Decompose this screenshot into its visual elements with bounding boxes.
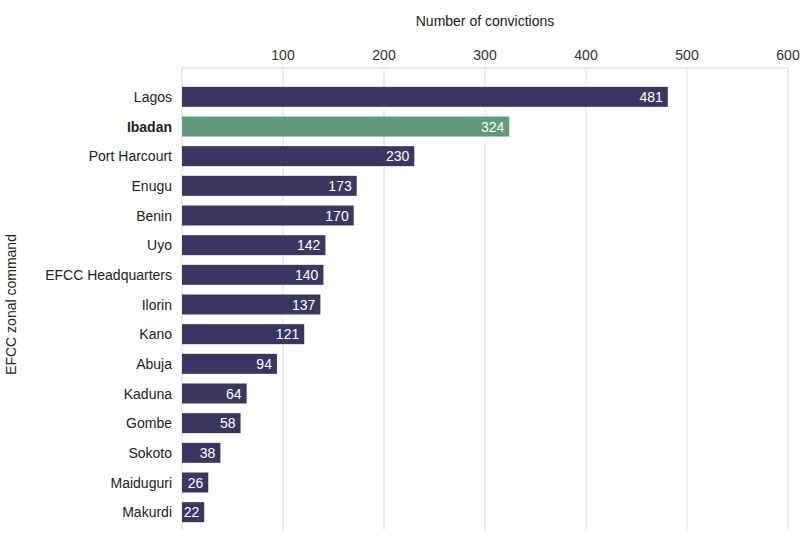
category-label: Ibadan [127, 119, 172, 135]
tick-label: 300 [473, 47, 497, 63]
bar [182, 295, 320, 315]
data-label: 58 [220, 415, 236, 431]
category-label: Lagos [134, 89, 172, 105]
data-label: 94 [256, 356, 272, 372]
grid-line [687, 68, 688, 530]
bar [182, 206, 354, 226]
category-label: Kaduna [124, 386, 172, 402]
data-label: 230 [386, 148, 410, 164]
bar [182, 146, 414, 166]
grid-line [485, 68, 486, 530]
data-label: 140 [295, 267, 319, 283]
grid-line [586, 68, 587, 530]
bar [182, 235, 325, 255]
data-label: 481 [639, 89, 663, 105]
bar [182, 473, 208, 493]
bar [182, 413, 241, 433]
tick-label: 500 [675, 47, 699, 63]
category-label: Uyo [147, 237, 172, 253]
category-label: Sokoto [128, 445, 172, 461]
data-label: 64 [226, 386, 242, 402]
category-label: EFCC Headquarters [45, 267, 172, 283]
category-label: Maiduguri [111, 475, 172, 491]
y-axis-label: EFCC zonal command [3, 234, 19, 375]
bar [182, 384, 247, 404]
category-label: Gombe [126, 415, 172, 431]
data-label: 26 [188, 475, 204, 491]
data-label: 22 [184, 504, 200, 520]
data-label: 170 [325, 208, 349, 224]
x-axis-label: Number of convictions [416, 13, 555, 29]
tick-label: 100 [271, 47, 295, 63]
category-label: Benin [136, 208, 172, 224]
grid-line [384, 68, 385, 530]
grid-line [788, 68, 789, 530]
tick-label: 200 [372, 47, 396, 63]
bar [182, 354, 277, 374]
bar [182, 443, 220, 463]
bar [182, 265, 323, 285]
data-label: 142 [297, 237, 321, 253]
data-label: 121 [276, 326, 300, 342]
category-label: Ilorin [142, 297, 172, 313]
category-label: Kano [139, 326, 172, 342]
chart: 100 200 300 400 500 600 Number of convictions E… [0, 0, 810, 536]
category-label: Enugu [132, 178, 172, 194]
bars [182, 87, 668, 522]
bar [182, 324, 304, 344]
category-label: Port Harcourt [89, 148, 172, 164]
bar [182, 176, 357, 196]
bar [182, 502, 204, 522]
data-label: 173 [328, 178, 352, 194]
category-label: Abuja [136, 356, 172, 372]
bar [182, 117, 509, 137]
data-label: 324 [481, 119, 505, 135]
data-label: 137 [292, 297, 316, 313]
bar [182, 87, 668, 107]
category-label: Makurdi [122, 504, 172, 520]
data-label: 38 [200, 445, 216, 461]
tick-label: 600 [776, 47, 800, 63]
tick-label: 400 [574, 47, 598, 63]
